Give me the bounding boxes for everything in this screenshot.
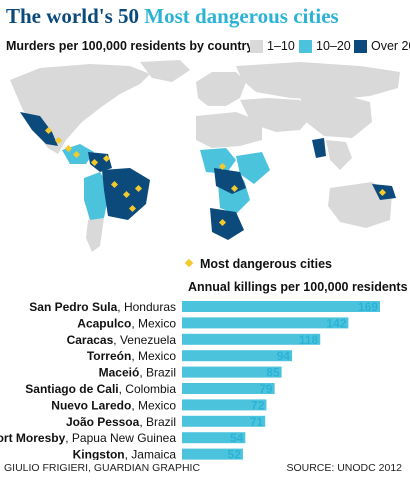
bar-category-label: Maceió, Brazil bbox=[99, 366, 176, 380]
chart-title: The world's 50 Most dangerous cities bbox=[6, 4, 339, 29]
bar-group: 169 San Pedro Sula, Honduras 142 Acapulco, … bbox=[0, 300, 380, 460]
bar-value-label: 85 bbox=[266, 366, 280, 380]
bar-value-label: 52 bbox=[228, 448, 242, 460]
bar-value-label: 118 bbox=[299, 333, 319, 347]
bar-category-label: Torreón, Mexico bbox=[87, 349, 176, 363]
bar bbox=[182, 432, 246, 444]
diamond-icon bbox=[184, 258, 194, 268]
bar bbox=[182, 448, 243, 460]
map-subtitle: Murders per 100,000 residents by country bbox=[6, 39, 254, 53]
bar bbox=[182, 333, 321, 345]
bar-value-label: 169 bbox=[358, 300, 378, 314]
footer-credit: GIULIO FRIGIERI, GUARDIAN GRAPHIC bbox=[4, 462, 201, 474]
bar-value-label: 79 bbox=[259, 382, 273, 396]
bar bbox=[182, 383, 275, 394]
bar-value-label: 94 bbox=[277, 349, 291, 363]
footer-source: SOURCE: UNODC 2012 bbox=[286, 462, 402, 474]
bar bbox=[182, 350, 293, 362]
bar-category-label: Port Moresby, Papua New Guinea bbox=[0, 431, 176, 445]
world-map bbox=[10, 60, 400, 252]
bar-chart: Annual killings per 100,000 residents 16… bbox=[0, 280, 408, 460]
city-markers bbox=[44, 126, 387, 227]
legend-label-low: 1–10 bbox=[267, 39, 295, 53]
bar bbox=[182, 399, 267, 411]
legend-label-high: Over 20 bbox=[371, 39, 410, 53]
city-marker-label: Most dangerous cities bbox=[200, 257, 332, 271]
title-part-2: Most dangerous cities bbox=[144, 4, 339, 28]
bar-value-label: 71 bbox=[250, 415, 264, 429]
legend-label-mid: 10–20 bbox=[316, 39, 351, 53]
legend-swatch-high bbox=[354, 40, 367, 53]
bar bbox=[182, 415, 266, 427]
bar bbox=[182, 317, 349, 329]
bar-category-label: Nuevo Laredo, Mexico bbox=[51, 398, 176, 412]
bar-category-label: Caracas, Venezuela bbox=[67, 333, 177, 347]
bar-category-label: Kingston, Jamaica bbox=[73, 448, 177, 460]
title-part-1: The world's 50 bbox=[6, 4, 140, 28]
bar-chart-title: Annual killings per 100,000 residents bbox=[188, 280, 408, 294]
bar-category-label: Acapulco, Mexico bbox=[77, 316, 176, 330]
bar-value-label: 54 bbox=[230, 431, 244, 445]
city-marker-legend: Most dangerous cities bbox=[184, 257, 332, 271]
bar bbox=[182, 301, 380, 312]
bar bbox=[182, 366, 282, 378]
legend-swatch-low bbox=[250, 40, 263, 53]
bar-value-label: 72 bbox=[251, 398, 265, 412]
bar-category-label: João Pessoa, Brazil bbox=[66, 415, 176, 429]
map-legend: Murders per 100,000 residents by country… bbox=[6, 39, 410, 57]
bar-category-label: San Pedro Sula, Honduras bbox=[29, 300, 176, 314]
bar-category-label: Santiago de Cali, Colombia bbox=[25, 382, 176, 396]
legend-swatch-mid bbox=[299, 40, 312, 53]
bar-value-label: 142 bbox=[326, 316, 346, 330]
